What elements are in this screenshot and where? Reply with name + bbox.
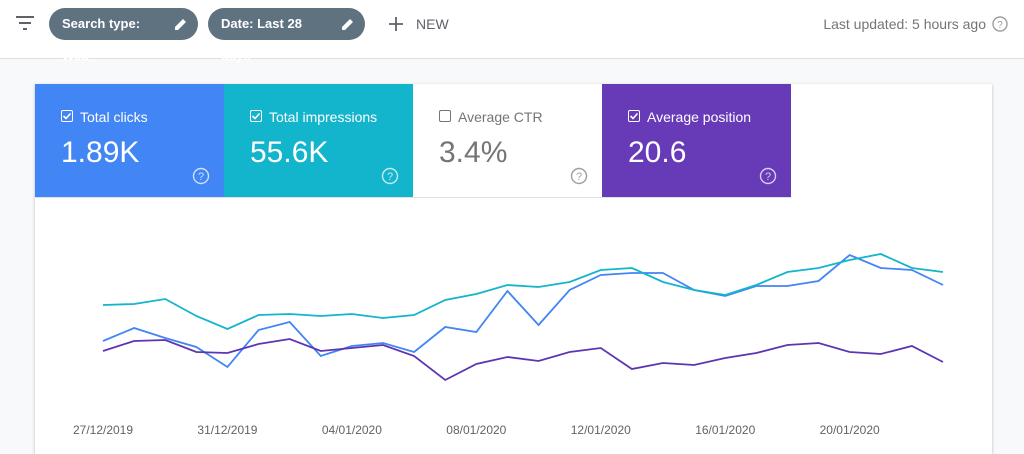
checkbox <box>439 110 451 122</box>
help-icon: ? <box>759 167 777 185</box>
help-icon: ? <box>570 167 588 185</box>
metric-value: 20.6 <box>628 136 687 169</box>
edit-icon <box>342 19 353 30</box>
series-line <box>102 253 944 330</box>
metric-value: 3.4% <box>439 136 508 169</box>
x-tick-label: 08/01/2020 <box>446 423 506 437</box>
chip-label: Search type: Web <box>62 16 141 63</box>
svg-text:?: ? <box>765 171 771 183</box>
toolbar: Search type: Web Date: Last 28 days NEW … <box>0 0 1024 63</box>
metric-label: Average position <box>647 109 752 125</box>
filter-chip[interactable]: Search type: Web <box>49 8 198 63</box>
metric-tab[interactable]: Average CTR 3.4%? <box>413 84 602 198</box>
help-icon: ? <box>381 167 399 185</box>
svg-text:?: ? <box>198 171 204 183</box>
help-icon: ? <box>192 167 210 185</box>
checkbox <box>61 110 73 122</box>
x-tick-label: 12/01/2020 <box>571 423 631 437</box>
metric-tab[interactable]: Average position 20.6? <box>602 84 791 198</box>
metric-value: 1.89K <box>61 136 140 169</box>
edit-icon <box>175 19 186 30</box>
page: Search type: Web Date: Last 28 days NEW … <box>0 0 1024 437</box>
metric-value: 55.6K <box>250 136 329 169</box>
x-tick-label: 31/12/2019 <box>197 423 257 437</box>
series-line <box>102 253 944 369</box>
checkbox <box>250 110 262 122</box>
new-button[interactable]: NEW <box>388 14 449 34</box>
series-line <box>102 338 944 382</box>
last-updated-text: Last updated: 5 hours ago <box>823 16 986 32</box>
x-tick-label: 20/01/2020 <box>820 423 880 437</box>
metric-label: Total clicks <box>80 109 148 125</box>
svg-text:?: ? <box>387 171 393 183</box>
metric-label: Total impressions <box>269 109 378 125</box>
x-tick-label: 04/01/2020 <box>322 423 382 437</box>
filter-chip[interactable]: Date: Last 28 days <box>208 8 365 63</box>
x-tick-label: 16/01/2020 <box>695 423 755 437</box>
metric-tab[interactable]: Total impressions 55.6K? <box>224 84 413 198</box>
metric-tab[interactable]: Total clicks 1.89K? <box>35 84 224 198</box>
x-tick-label: 27/12/2019 <box>73 423 133 437</box>
chip-label: Date: Last 28 days <box>221 16 302 63</box>
svg-text:?: ? <box>997 20 1003 31</box>
new-label: NEW <box>416 16 449 32</box>
last-updated: Last updated: 5 hours ago? <box>823 14 1008 34</box>
chart: 27/12/2019 31/12/2019 04/01/2020 08/01/2020… <box>73 253 944 437</box>
filter-icon[interactable] <box>15 15 35 31</box>
help-icon[interactable]: ? <box>992 16 1008 32</box>
checkbox <box>628 110 640 122</box>
metric-label: Average CTR <box>458 109 543 125</box>
plus-icon <box>389 17 403 31</box>
svg-text:?: ? <box>576 171 582 183</box>
